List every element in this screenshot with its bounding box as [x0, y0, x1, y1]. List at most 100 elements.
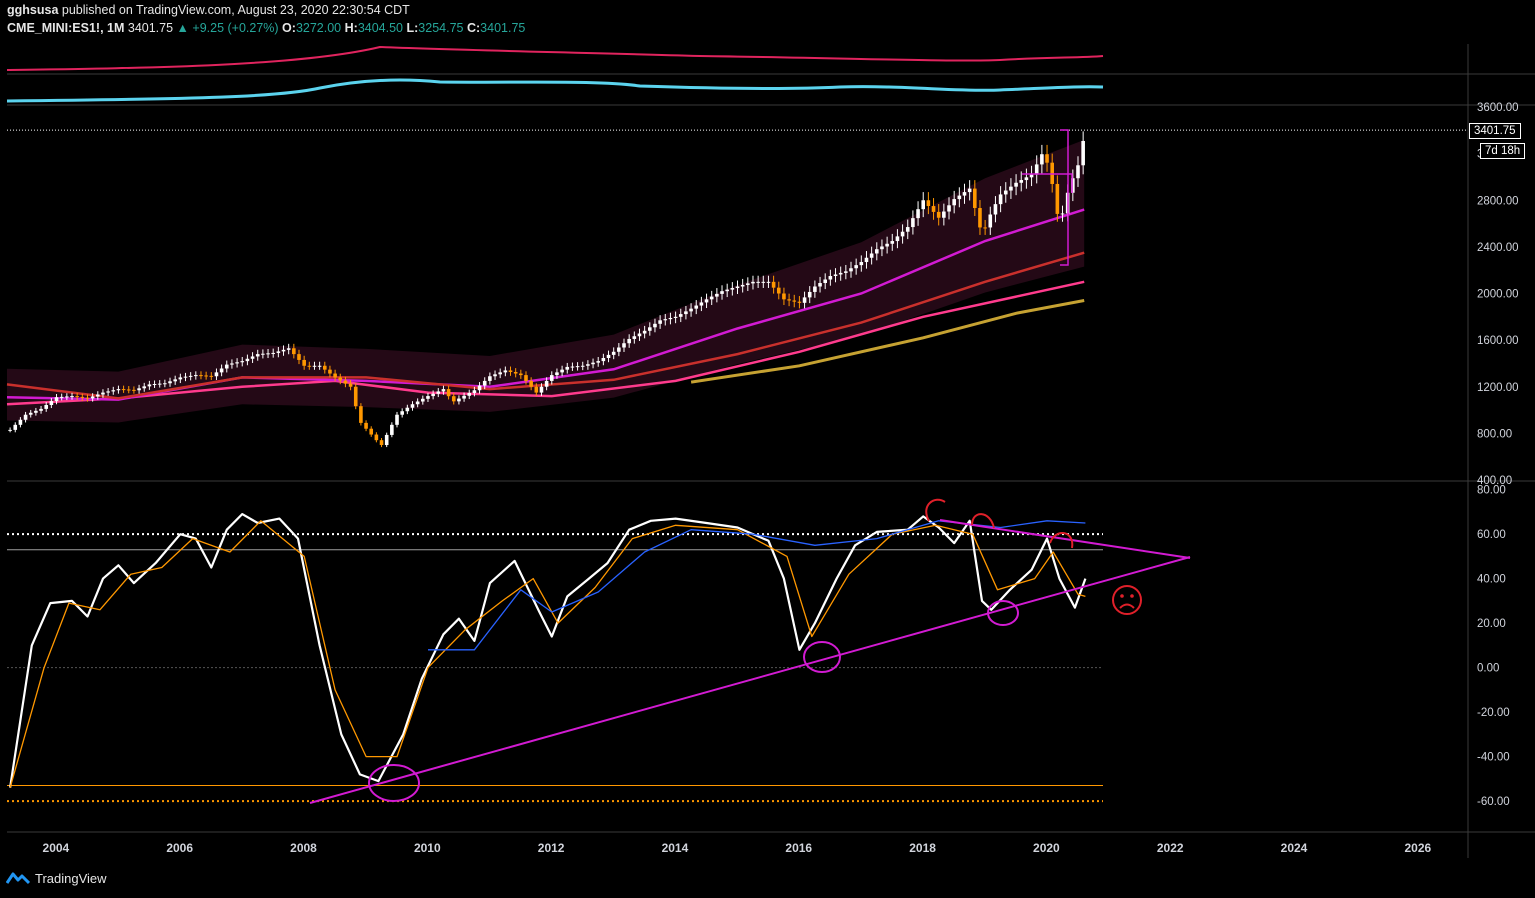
tradingview-logo-icon [6, 872, 30, 885]
candle-body [544, 380, 549, 387]
candle-body [204, 375, 208, 377]
close-value: 3401.75 [480, 21, 526, 35]
candle-body [390, 424, 394, 435]
oscillator-line-3 [428, 520, 1086, 651]
candle-body [1014, 182, 1018, 187]
price-annotation-lines [1022, 129, 1073, 266]
candle-body [49, 401, 54, 406]
bollinger-band [7, 139, 1085, 423]
candle-body [859, 262, 864, 266]
publish-text: published on TradingView.com, August 23,… [61, 3, 410, 17]
candle-body [395, 414, 399, 425]
candle-body [880, 246, 884, 250]
candle-body [168, 381, 172, 384]
candle-body [978, 208, 982, 228]
red-arc-2018 [925, 498, 946, 522]
time-tick-label: 2006 [166, 841, 193, 855]
candle-body [869, 253, 874, 258]
candle-body [28, 412, 33, 415]
candle-body [477, 385, 482, 391]
candle-body [410, 404, 415, 408]
oscillator-tick-label: 20.00 [1477, 618, 1506, 630]
candle-body [673, 316, 678, 318]
candle-body [426, 396, 430, 399]
candle-body [689, 308, 693, 312]
trendline-rising [309, 556, 1191, 804]
candle-body [503, 370, 508, 373]
candle-body [998, 194, 1003, 205]
last-price-tag: 3401.75 [1469, 123, 1521, 139]
candle-body [353, 386, 358, 407]
time-tick-label: 2024 [1281, 841, 1308, 855]
sad-face-icon [1112, 585, 1142, 615]
circle-2019-low [987, 600, 1019, 626]
oscillator-tick-label: -20.00 [1477, 707, 1510, 719]
candle-body [261, 353, 265, 355]
candle-body [266, 353, 270, 355]
candle-body [622, 343, 626, 348]
candle-body [451, 396, 456, 402]
candle-body [173, 379, 177, 382]
candle-body [235, 362, 239, 364]
candle-body [415, 401, 420, 405]
candle-body [911, 218, 915, 228]
price-tick-label: 800.00 [1477, 428, 1512, 440]
candle-body [720, 291, 724, 294]
candle-body [1024, 177, 1029, 181]
symbol-name[interactable]: CME_MINI:ES1!, 1M [7, 21, 125, 35]
candle-body [348, 383, 353, 387]
candle-body [756, 281, 760, 283]
time-tick-label: 2018 [909, 841, 936, 855]
open-value: 3272.00 [295, 21, 342, 35]
candle-body [931, 206, 936, 212]
candle-body [967, 188, 972, 193]
candle-body [776, 287, 781, 294]
candle-body [322, 365, 327, 370]
time-tick-label: 2004 [43, 841, 70, 855]
candle-body [740, 284, 745, 287]
low-value: 3254.75 [418, 21, 464, 35]
price-axis: 3600.003200.002800.002400.002000.001600.… [1477, 102, 1519, 487]
candle-body [637, 333, 642, 337]
candle-body [704, 299, 709, 303]
candle-body [75, 396, 79, 398]
publish-info: gghsusa published on TradingView.com, Au… [7, 3, 410, 17]
candle-body [23, 414, 28, 420]
candle-body [152, 384, 157, 386]
candle-body [947, 205, 951, 212]
candle-body [90, 396, 95, 399]
candle-body [462, 395, 466, 399]
price-panel [6, 129, 1468, 448]
candle-body [364, 422, 368, 429]
candle-body [39, 408, 43, 411]
candle-body [1081, 140, 1085, 166]
candle-body [699, 302, 704, 306]
candle-body [302, 359, 306, 366]
candle-body [952, 199, 956, 206]
oscillator-tick-label: 0.00 [1477, 663, 1499, 675]
author-name[interactable]: gghsusa [7, 3, 59, 17]
candle-body [343, 380, 348, 384]
candle-body [988, 214, 993, 228]
candle-body [421, 398, 425, 402]
red-arc-2018b [971, 513, 995, 529]
candle-body [230, 363, 234, 365]
candle-body [828, 276, 833, 280]
candle-body [328, 369, 332, 374]
candle-body [895, 236, 900, 242]
candle-body [297, 354, 301, 360]
footer-brand[interactable]: TradingView [6, 870, 107, 886]
candle-body [529, 380, 533, 387]
candle-body [864, 257, 869, 263]
candle-body [802, 297, 807, 303]
candle-body [132, 389, 136, 391]
circle-2009-low [368, 764, 420, 802]
candle-body [13, 424, 18, 430]
candle-body [849, 268, 853, 272]
candle-body [18, 419, 23, 425]
candle-body [457, 398, 461, 402]
candle-body [916, 209, 920, 219]
candle-body [8, 429, 12, 431]
candle-body [312, 365, 317, 367]
